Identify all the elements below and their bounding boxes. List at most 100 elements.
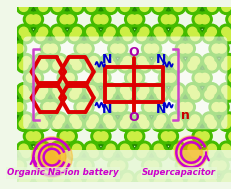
Circle shape xyxy=(33,112,48,127)
Circle shape xyxy=(204,57,213,65)
Circle shape xyxy=(69,58,84,73)
Circle shape xyxy=(187,87,202,102)
Circle shape xyxy=(60,15,69,24)
FancyBboxPatch shape xyxy=(23,36,226,129)
Circle shape xyxy=(223,0,231,7)
Circle shape xyxy=(184,141,199,156)
Circle shape xyxy=(184,0,199,14)
Circle shape xyxy=(99,15,108,24)
Circle shape xyxy=(204,116,218,131)
Circle shape xyxy=(117,0,132,14)
Circle shape xyxy=(120,0,134,10)
Circle shape xyxy=(170,58,185,73)
Circle shape xyxy=(211,103,220,112)
Circle shape xyxy=(89,57,98,65)
Circle shape xyxy=(170,90,179,99)
Circle shape xyxy=(70,32,79,41)
Circle shape xyxy=(22,32,31,41)
Circle shape xyxy=(201,29,216,44)
Circle shape xyxy=(36,141,50,156)
Circle shape xyxy=(191,129,206,144)
Circle shape xyxy=(69,24,84,39)
Circle shape xyxy=(129,129,144,144)
Circle shape xyxy=(153,0,168,10)
Circle shape xyxy=(16,0,31,14)
Circle shape xyxy=(221,27,230,36)
Circle shape xyxy=(33,170,48,185)
Circle shape xyxy=(67,146,81,160)
Circle shape xyxy=(213,158,228,173)
Circle shape xyxy=(151,141,165,156)
Circle shape xyxy=(191,12,206,27)
Circle shape xyxy=(170,141,185,156)
Circle shape xyxy=(183,103,191,112)
Circle shape xyxy=(72,144,81,153)
Circle shape xyxy=(211,44,220,53)
Circle shape xyxy=(99,132,108,141)
Circle shape xyxy=(129,12,144,27)
Circle shape xyxy=(50,116,65,131)
Circle shape xyxy=(180,100,195,115)
Circle shape xyxy=(146,158,161,173)
Circle shape xyxy=(89,0,98,7)
Circle shape xyxy=(100,112,115,127)
Circle shape xyxy=(117,175,132,189)
Circle shape xyxy=(15,161,24,170)
Circle shape xyxy=(86,0,101,10)
Circle shape xyxy=(50,24,65,39)
Circle shape xyxy=(19,144,28,153)
Circle shape xyxy=(158,12,173,27)
Circle shape xyxy=(69,83,84,98)
Circle shape xyxy=(156,0,165,7)
Circle shape xyxy=(22,57,31,65)
Circle shape xyxy=(120,2,129,12)
Circle shape xyxy=(174,100,189,115)
Circle shape xyxy=(170,115,179,124)
Circle shape xyxy=(70,0,79,7)
Circle shape xyxy=(204,0,213,7)
Circle shape xyxy=(153,29,168,44)
Circle shape xyxy=(110,44,119,53)
Circle shape xyxy=(69,141,84,156)
Circle shape xyxy=(103,115,112,124)
Circle shape xyxy=(154,27,162,36)
Circle shape xyxy=(173,61,182,70)
Circle shape xyxy=(167,87,182,102)
Circle shape xyxy=(39,61,47,70)
Circle shape xyxy=(139,2,148,12)
Circle shape xyxy=(201,170,216,185)
Circle shape xyxy=(170,0,179,7)
Circle shape xyxy=(50,0,65,14)
Circle shape xyxy=(180,158,195,173)
Circle shape xyxy=(146,41,161,56)
Circle shape xyxy=(151,24,165,39)
Circle shape xyxy=(86,61,95,70)
Circle shape xyxy=(86,53,101,68)
Text: O: O xyxy=(128,111,139,124)
Circle shape xyxy=(100,146,115,160)
Circle shape xyxy=(19,53,33,68)
Circle shape xyxy=(48,161,57,170)
Circle shape xyxy=(194,132,203,141)
Circle shape xyxy=(52,29,67,44)
Text: N: N xyxy=(156,103,166,116)
Circle shape xyxy=(9,103,18,112)
Circle shape xyxy=(117,141,132,156)
Circle shape xyxy=(39,27,47,36)
Circle shape xyxy=(213,41,228,56)
Circle shape xyxy=(204,149,213,158)
Circle shape xyxy=(161,73,170,82)
Circle shape xyxy=(50,58,65,73)
Circle shape xyxy=(65,132,74,141)
Circle shape xyxy=(197,70,211,85)
Circle shape xyxy=(204,24,218,39)
Circle shape xyxy=(23,70,38,85)
Text: Organic Na-ion battery: Organic Na-ion battery xyxy=(7,168,119,177)
Circle shape xyxy=(83,58,98,73)
Circle shape xyxy=(100,0,115,10)
Circle shape xyxy=(38,143,66,171)
Circle shape xyxy=(45,100,60,115)
Circle shape xyxy=(57,12,72,27)
Circle shape xyxy=(187,170,202,185)
Circle shape xyxy=(137,24,151,39)
